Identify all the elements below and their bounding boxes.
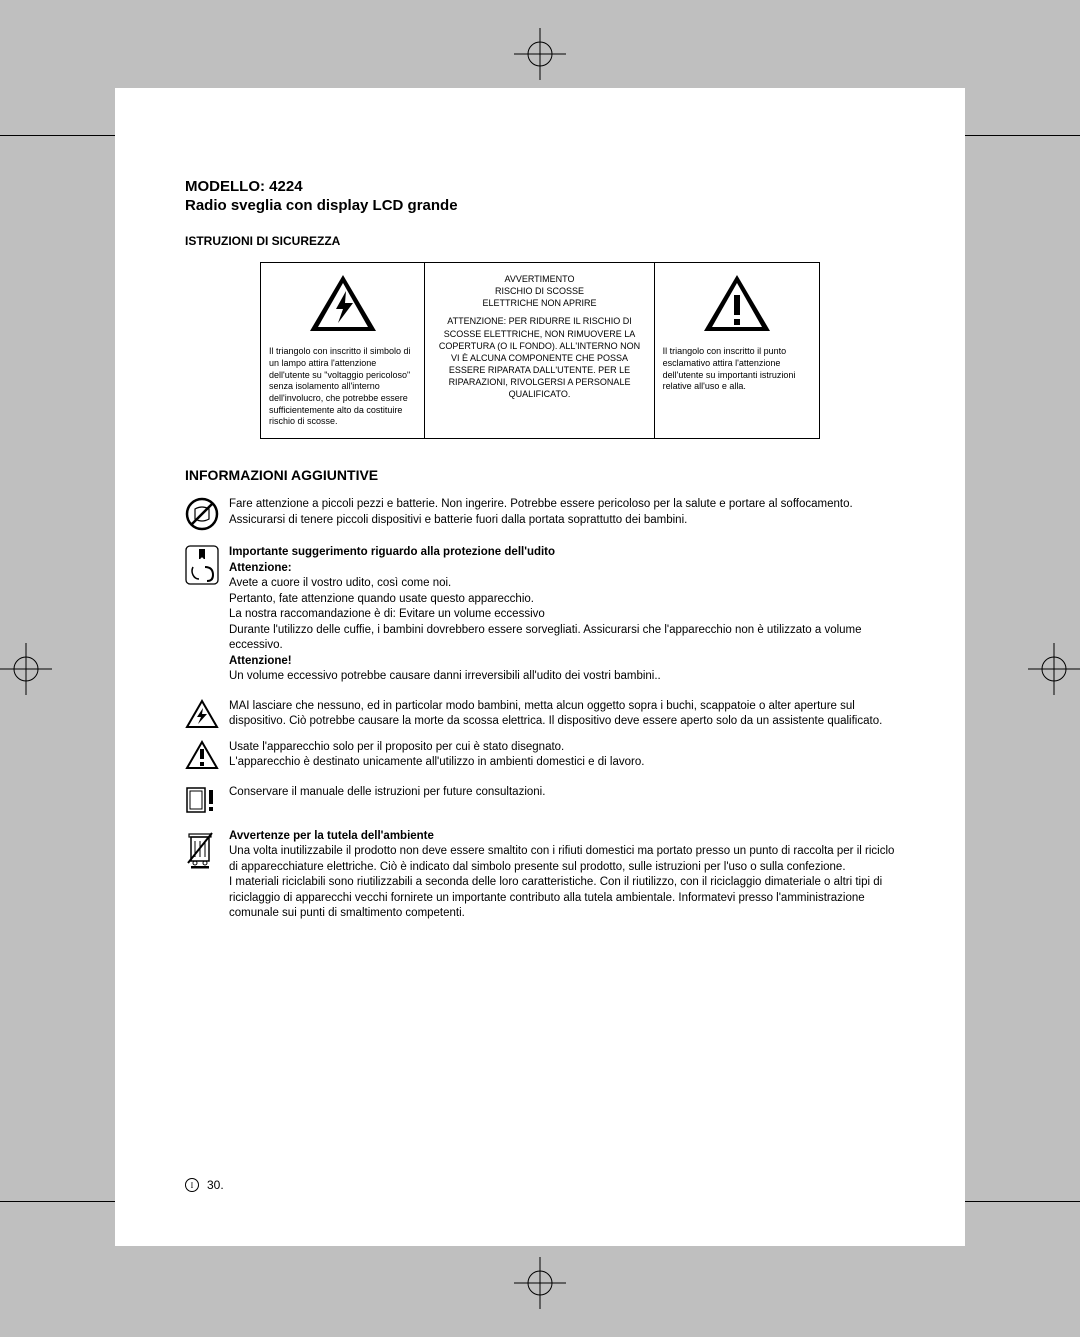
model-number: 4224 xyxy=(269,178,302,195)
page-number: I 30. xyxy=(185,1178,224,1192)
env-p2: I materiali riciclabili sono riutilizzab… xyxy=(229,876,882,919)
warning-col-mid: AVVERTIMENTO RISCHIO DI SCOSSE ELETTRICH… xyxy=(425,263,654,438)
registration-mark-bottom xyxy=(514,1257,566,1309)
weee-bin-icon xyxy=(185,829,229,922)
hearing-title: Importante suggerimento riguardo alla pr… xyxy=(229,546,555,558)
hearing-l4: Durante l'utilizzo delle cuffie, i bambi… xyxy=(229,624,862,652)
registration-mark-right xyxy=(1028,643,1080,695)
warning-col-left: Il triangolo con inscritto il simbolo di… xyxy=(261,263,425,438)
info-text-manual: Conservare il manuale delle istruzioni p… xyxy=(229,785,895,815)
warning-right-text: Il triangolo con inscritto il punto escl… xyxy=(663,346,811,393)
page-number-value: 30. xyxy=(207,1178,224,1192)
shock-warning-icon xyxy=(185,699,229,730)
info-block-openings: MAI lasciare che nessuno, ed in particol… xyxy=(185,699,895,730)
lightning-triangle-icon xyxy=(308,273,378,338)
caution-triangle-icon xyxy=(185,740,229,771)
registration-mark-top xyxy=(514,28,566,80)
info-text-purpose: Usate l'apparecchio solo per il proposit… xyxy=(229,740,895,771)
purpose-l2: L'apparecchio è destinato unicamente all… xyxy=(229,756,644,768)
purpose-l1: Usate l'apparecchio solo per il proposit… xyxy=(229,741,564,753)
info-block-hearing: Importante suggerimento riguardo alla pr… xyxy=(185,545,895,685)
registration-mark-left xyxy=(0,643,52,695)
exclamation-triangle-icon xyxy=(702,273,772,338)
hearing-l1: Avete a cuore il vostro udito, così come… xyxy=(229,577,451,589)
info-text-choking: Fare attenzione a piccoli pezzi e batter… xyxy=(229,497,895,531)
trim-line xyxy=(965,135,1080,136)
warning-col-right: Il triangolo con inscritto il punto escl… xyxy=(655,263,819,438)
product-subtitle: Radio sveglia con display LCD grande xyxy=(185,197,895,214)
hearing-att2: Attenzione! xyxy=(229,655,292,667)
manual-icon xyxy=(185,785,229,815)
trim-line xyxy=(965,1201,1080,1202)
info-heading: INFORMAZIONI AGGIUNTIVE xyxy=(185,467,895,483)
env-title: Avvertenze per la tutela dell'ambiente xyxy=(229,830,434,842)
info-block-environment: Avvertenze per la tutela dell'ambiente U… xyxy=(185,829,895,922)
hearing-l2: Pertanto, fate attenzione quando usate q… xyxy=(229,593,534,605)
safety-heading: ISTRUZIONI DI SICUREZZA xyxy=(185,234,895,248)
no-swallow-icon xyxy=(185,497,229,531)
language-indicator-icon: I xyxy=(185,1178,199,1192)
hearing-l3: La nostra raccomandazione è di: Evitare … xyxy=(229,608,545,620)
document-page: MODELLO: 4224 Radio sveglia con display … xyxy=(115,88,965,1246)
warning-mid-body: ATTENZIONE: PER RIDURRE IL RISCHIO DI SC… xyxy=(433,315,645,400)
hearing-protection-icon xyxy=(185,545,229,685)
hearing-att: Attenzione: xyxy=(229,562,292,574)
trim-line xyxy=(0,135,115,136)
info-block-manual: Conservare il manuale delle istruzioni p… xyxy=(185,785,895,815)
warning-box: Il triangolo con inscritto il simbolo di… xyxy=(260,262,820,439)
warning-left-text: Il triangolo con inscritto il simbolo di… xyxy=(269,346,416,428)
info-block-purpose: Usate l'apparecchio solo per il proposit… xyxy=(185,740,895,771)
trim-line xyxy=(0,1201,115,1202)
model-heading: MODELLO: 4224 xyxy=(185,178,895,195)
info-text-environment: Avvertenze per la tutela dell'ambiente U… xyxy=(229,829,895,922)
warning-mid-top: AVVERTIMENTO RISCHIO DI SCOSSE ELETTRICH… xyxy=(482,273,596,309)
info-block-choking: Fare attenzione a piccoli pezzi e batter… xyxy=(185,497,895,531)
info-text-openings: MAI lasciare che nessuno, ed in particol… xyxy=(229,699,895,730)
model-label: MODELLO: xyxy=(185,178,265,195)
hearing-l5: Un volume eccessivo potrebbe causare dan… xyxy=(229,670,661,682)
env-p1: Una volta inutilizzabile il prodotto non… xyxy=(229,845,894,873)
info-text-hearing: Importante suggerimento riguardo alla pr… xyxy=(229,545,895,685)
